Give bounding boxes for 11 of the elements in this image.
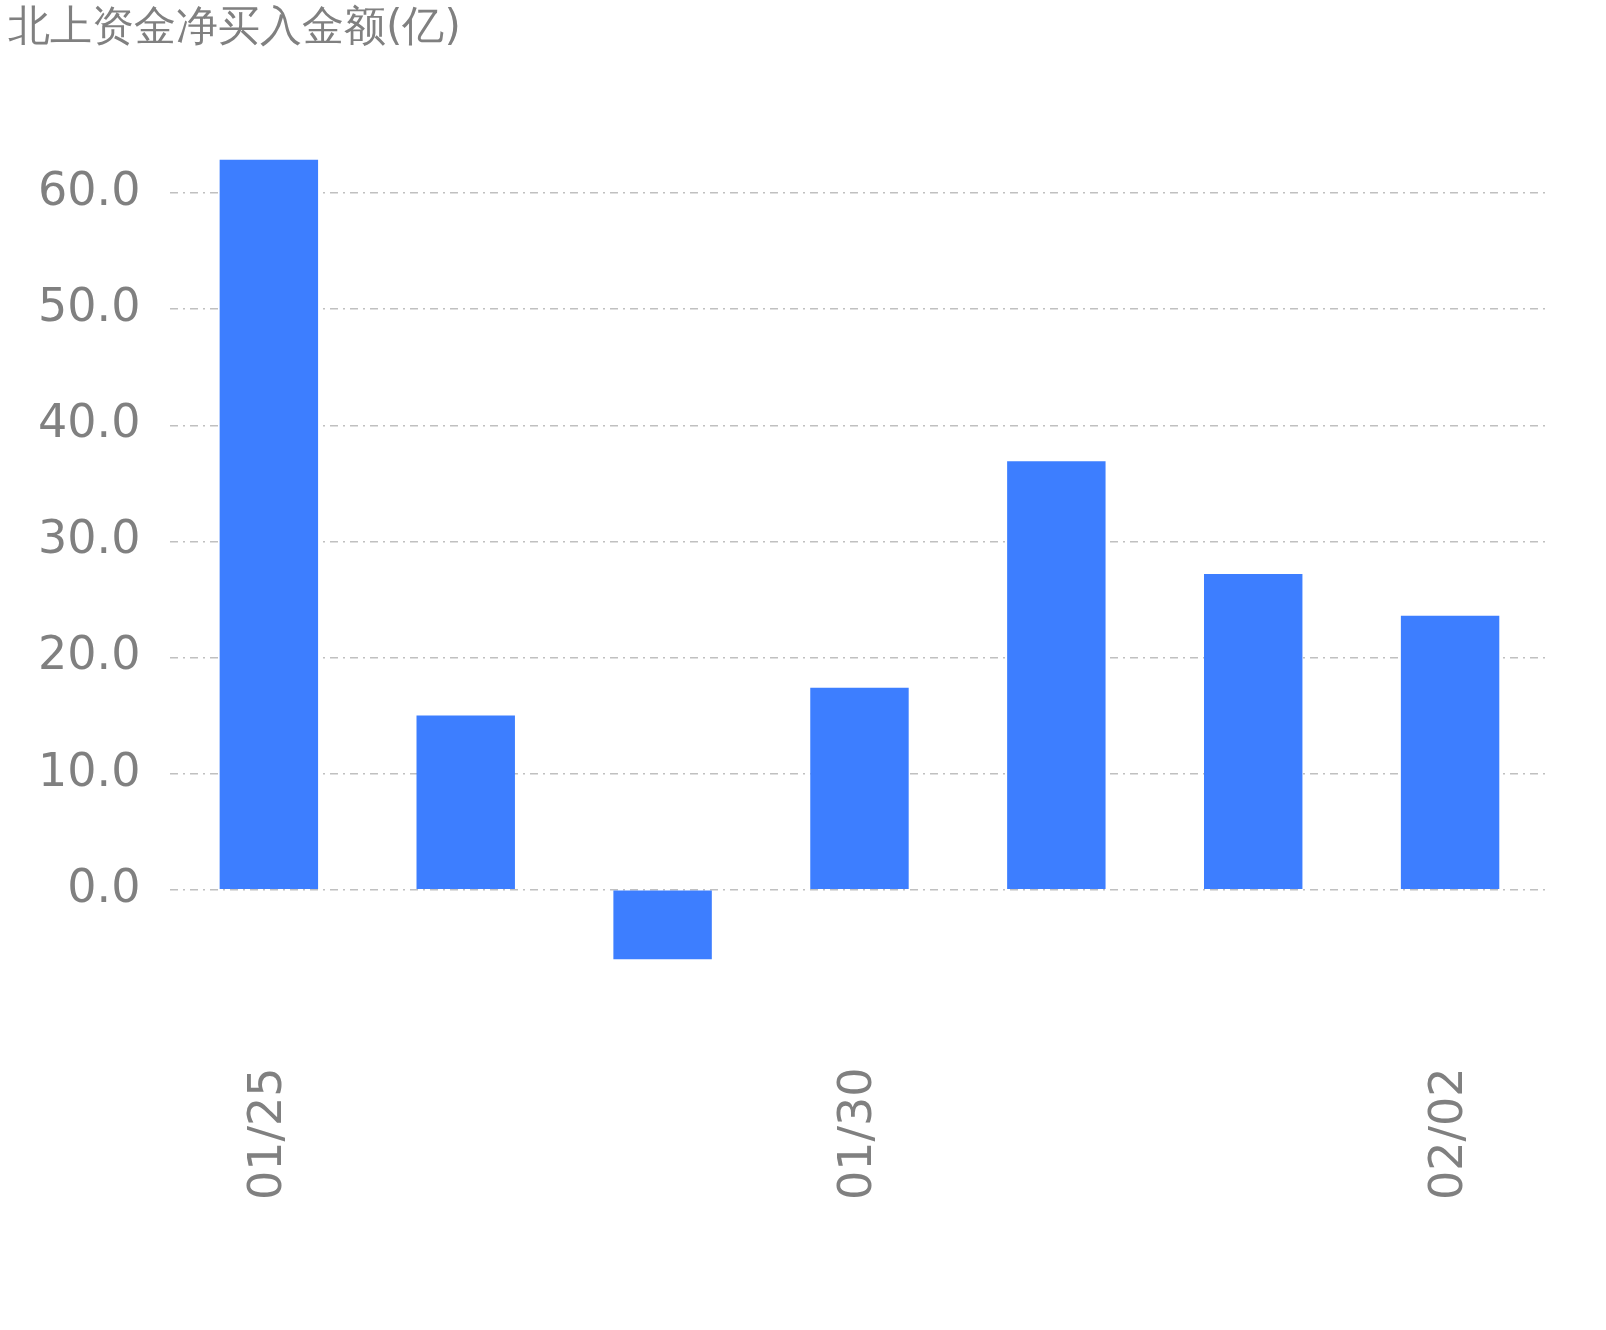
y-tick-label: 10.0 [38, 742, 141, 797]
y-tick-label: 40.0 [38, 394, 141, 449]
y-tick-label: 60.0 [38, 162, 141, 217]
x-tick-label: 01/25 [237, 1067, 292, 1201]
chart-title: 北上资金净买入金额(亿) [8, 1, 461, 51]
y-tick-label: 30.0 [38, 510, 141, 565]
x-tick-label: 01/30 [828, 1067, 883, 1201]
x-tick-label: 02/02 [1419, 1067, 1474, 1201]
y-tick-label: 0.0 [67, 858, 141, 913]
y-tick-label: 20.0 [38, 626, 141, 681]
y-tick-label: 50.0 [38, 278, 141, 333]
